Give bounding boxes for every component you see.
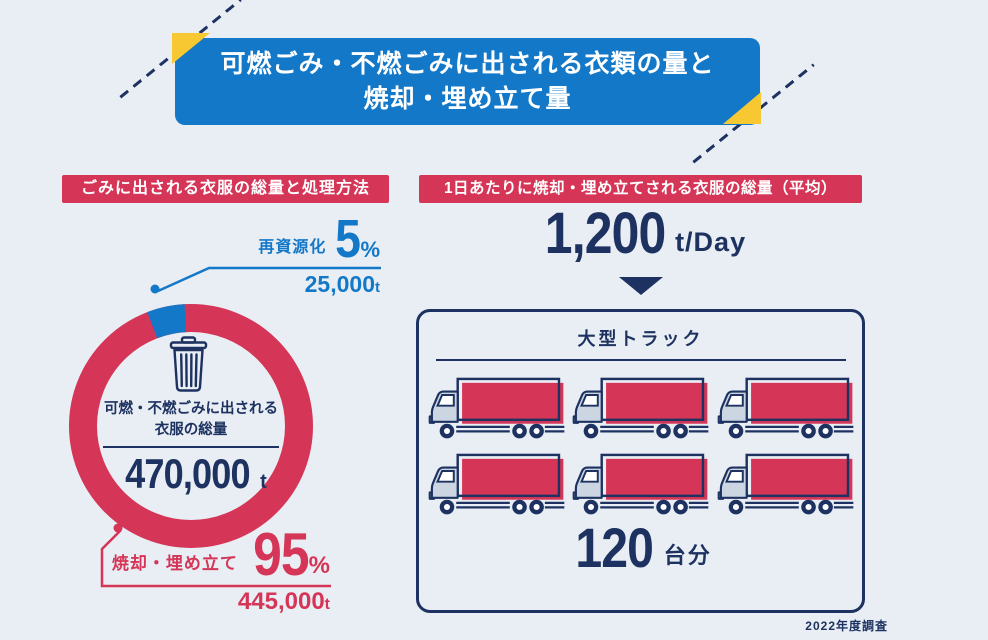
truck-box: 大型トラック [416, 309, 865, 613]
recycle-percent: 5 [335, 209, 361, 269]
landfill-percent: 95 [252, 521, 310, 588]
landfill-tonnage-unit: t [324, 596, 330, 613]
landfill-tonnage: 445,000t [238, 588, 330, 616]
truck-box-divider [435, 359, 846, 361]
survey-note: 2022年度調査 [805, 619, 888, 633]
landfill-tonnage-value: 445,000 [237, 588, 325, 615]
recycle-tonnage-unit: t [375, 279, 380, 296]
truck-icon [428, 453, 565, 515]
daily-total-value: 1,200 [544, 201, 666, 266]
recycle-stat: 再資源化 5 % [258, 212, 380, 266]
donut-center-label: 可燃・不燃ごみに出される 衣服の総量 470,000 t [91, 399, 291, 498]
right-section-header: 1日あたりに焼却・埋め立てされる衣服の総量（平均） [419, 175, 862, 203]
total-label-line1: 可燃・不燃ごみに出される [104, 401, 278, 417]
recycle-callout-line [157, 266, 381, 293]
daily-total: 1,200 t/Day [419, 201, 862, 266]
donut-segment-recycle [69, 304, 313, 548]
daily-total-unit: t/Day [675, 227, 747, 257]
landfill-percent-sign: % [308, 552, 330, 579]
total-unit: t [260, 471, 267, 493]
recycle-label: 再資源化 [258, 239, 327, 256]
landfill-stat: 焼却・埋め立て 95 % [111, 521, 330, 588]
truck-icon [572, 453, 709, 515]
truck-count-unit: 台分 [663, 542, 712, 568]
title-banner: 可燃ごみ・不燃ごみに出される衣類の量と 焼却・埋め立て量 [175, 38, 760, 125]
title-line-2: 焼却・埋め立て量 [363, 85, 572, 113]
title-line-1: 可燃ごみ・不燃ごみに出される衣類の量と [220, 50, 715, 78]
donut-segment-landfill [69, 304, 313, 548]
left-section-header: ごみに出される衣服の総量と処理方法 [62, 175, 389, 203]
total-label-line2: 衣服の総量 [154, 422, 228, 438]
truck-box-title: 大型トラック [577, 329, 704, 349]
total-divider [103, 446, 279, 448]
truck-grid [419, 361, 862, 517]
recycle-percent-sign: % [360, 237, 380, 262]
truck-icon [428, 377, 565, 439]
truck-icon [717, 453, 853, 515]
trash-icon [169, 336, 208, 392]
landfill-label: 焼却・埋め立て [111, 554, 238, 573]
truck-icon [717, 377, 853, 439]
truck-count-value: 120 [575, 515, 655, 579]
recycle-callout-dot [150, 284, 160, 294]
down-arrow-icon [619, 277, 663, 295]
recycle-tonnage: 25,000t [305, 271, 380, 298]
total-value: 470,000 [125, 450, 250, 497]
landfill-callout-line [100, 529, 331, 588]
recycle-tonnage-value: 25,000 [304, 271, 375, 297]
truck-count: 120 台分 [419, 515, 862, 579]
truck-icon [572, 377, 709, 439]
donut-chart [69, 304, 313, 548]
